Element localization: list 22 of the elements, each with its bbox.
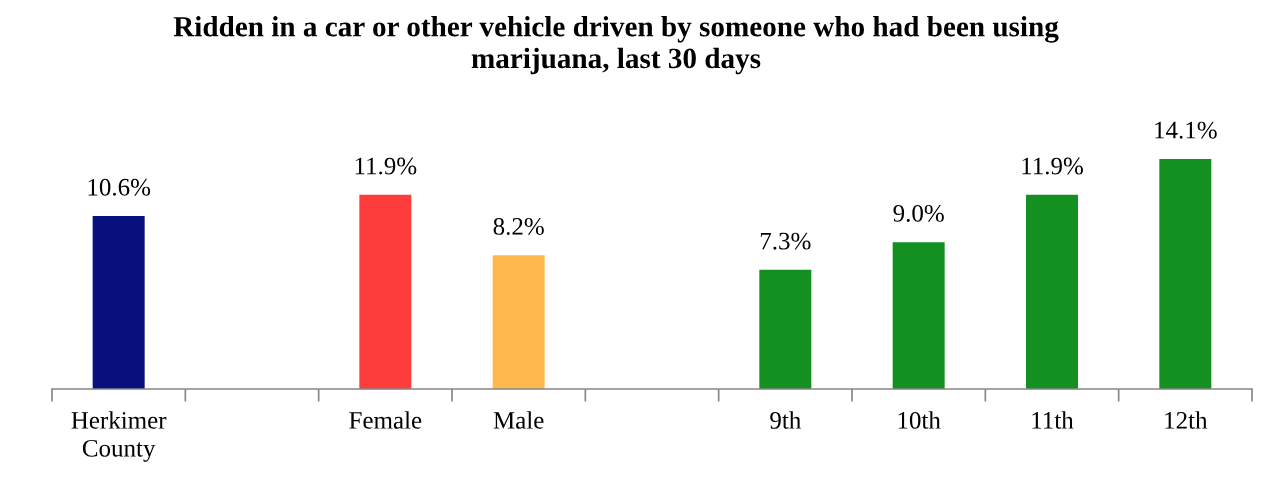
x-tick-label: Female (349, 411, 422, 429)
x-tick-label: 9th (770, 411, 801, 429)
data-label: 9.0% (893, 204, 944, 222)
x-tick-label: Herkimer County (71, 411, 167, 462)
x-tick-label: 10th (898, 411, 941, 429)
data-label: 8.2% (493, 217, 544, 235)
bar (359, 194, 412, 389)
data-label: 14.1% (1155, 121, 1217, 139)
data-label: 11.9% (1022, 157, 1083, 175)
x-tick-label: 11th (1032, 411, 1074, 429)
data-label: 10.6% (88, 178, 151, 196)
chart-title: Ridden in a car or other vehicle driven by someone who had been using marijuana, last 30 days (173, 16, 1059, 75)
data-label: 11.9% (355, 157, 417, 175)
x-tick-label: Male (493, 411, 544, 429)
bar (759, 269, 812, 389)
bar (492, 255, 545, 389)
x-tick-label: 12th (1165, 411, 1208, 429)
bar (1159, 158, 1212, 389)
bar (892, 242, 945, 389)
bar (1026, 194, 1078, 389)
bar (92, 216, 145, 389)
data-label: 7.3% (760, 232, 811, 250)
